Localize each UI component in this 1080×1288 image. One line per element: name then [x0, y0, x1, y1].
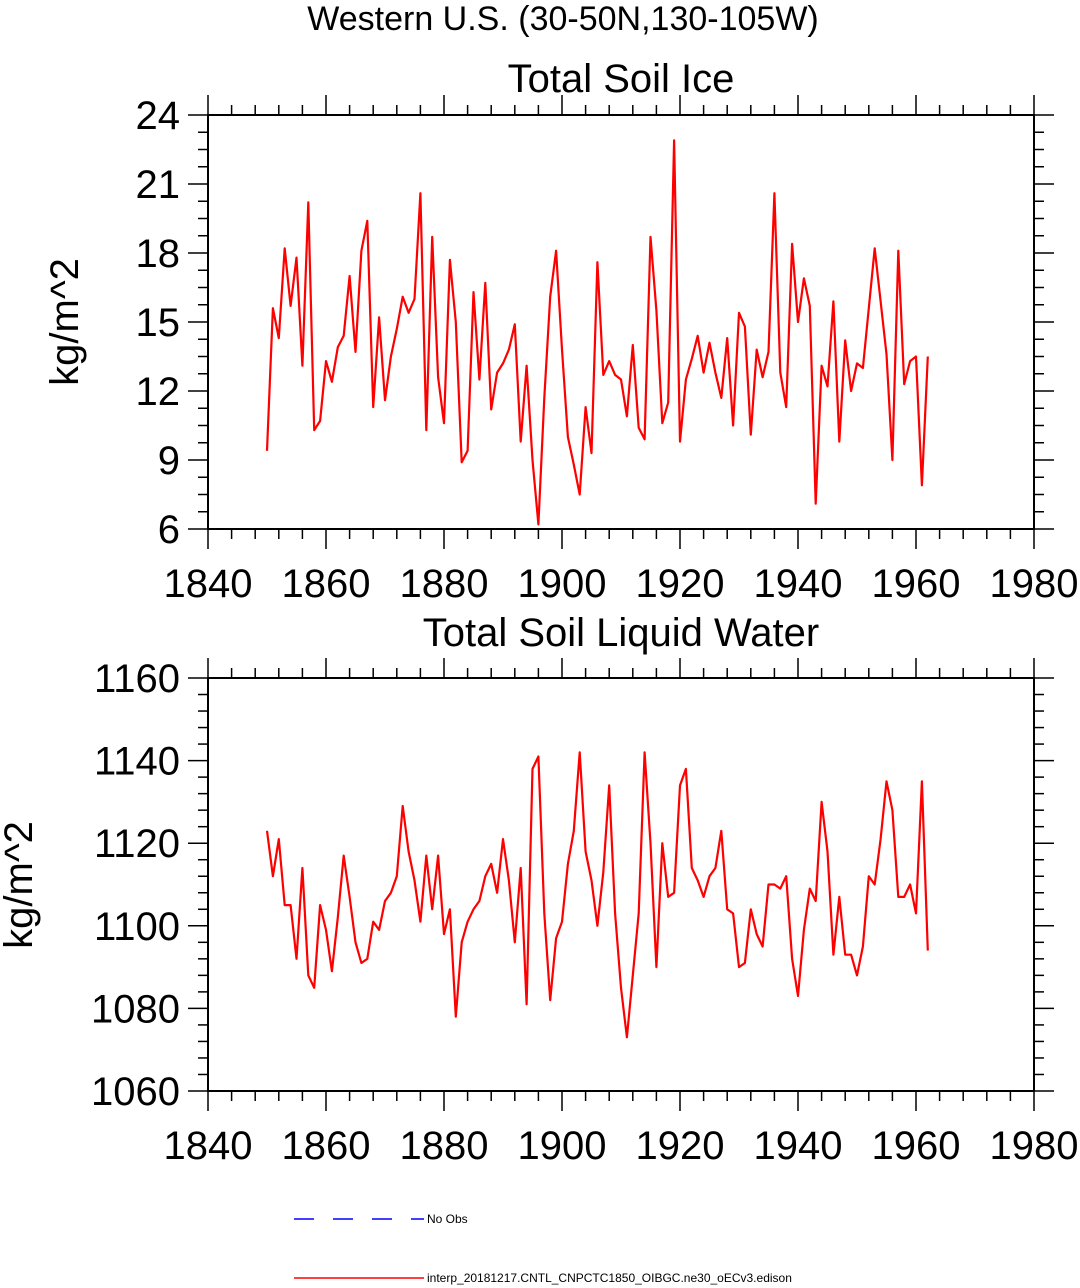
y-tick-label: 15 [136, 301, 181, 345]
y-tick-label: 24 [136, 94, 181, 138]
x-tick-label: 1920 [636, 562, 725, 606]
x-tick-label: 1960 [872, 562, 961, 606]
series-layer [265, 751, 929, 1039]
x-tick-label: 1880 [400, 1124, 489, 1168]
y-tick-label: 1060 [91, 1070, 180, 1114]
plot-frame [207, 114, 1035, 530]
y-tick-label: 21 [136, 163, 181, 207]
x-tick-label: 1860 [282, 1124, 371, 1168]
x-tick-label: 1940 [754, 1124, 843, 1168]
series-line [265, 139, 929, 526]
panel-total-soil-liquid-water: Total Soil Liquid Water kg/m^2 1840 1860 1… [0, 611, 1078, 1168]
y-tick-label: 9 [158, 439, 180, 483]
figure-title: Western U.S. (30-50N,130-105W) [307, 0, 818, 38]
y-tick-label: 18 [136, 232, 181, 276]
y-axis-label: kg/m^2 [43, 258, 87, 386]
legend-label-no-obs: No Obs [427, 1212, 468, 1226]
tick-layer: 1840 1860 1880 1900 1920 1940 1960 1980 1060 1080… [91, 657, 1078, 1168]
y-tick-label: 1160 [94, 657, 180, 701]
x-tick-label: 1900 [518, 1124, 607, 1168]
y-tick-label: 1100 [94, 905, 180, 949]
x-tick-label: 1900 [518, 562, 607, 606]
y-axis-label: kg/m^2 [0, 821, 41, 949]
tick-layer: 1840 1860 1880 1900 1920 1940 1960 1980 6 9 12 15 18… [136, 94, 1079, 606]
x-tick-label: 1960 [872, 1124, 961, 1168]
panel-title: Total Soil Liquid Water [423, 611, 819, 655]
x-tick-label: 1840 [164, 1124, 253, 1168]
x-tick-label: 1860 [282, 562, 371, 606]
y-tick-label: 6 [158, 508, 180, 552]
series-line [265, 751, 929, 1039]
x-tick-label: 1940 [754, 562, 843, 606]
x-tick-label: 1980 [990, 562, 1079, 606]
y-tick-label: 1140 [94, 740, 180, 784]
plot-frame [207, 677, 1035, 1092]
y-tick-label: 12 [136, 370, 181, 414]
panel-title: Total Soil Ice [508, 57, 735, 101]
x-tick-label: 1980 [990, 1124, 1079, 1168]
legend: No Obs interp_20181217.CNTL_CNPCTC1850_O… [294, 1212, 792, 1285]
series-layer [265, 139, 929, 526]
x-tick-label: 1880 [400, 562, 489, 606]
panel-total-soil-ice: Total Soil Ice kg/m^2 1840 1860 1880 1900 19… [43, 57, 1078, 606]
x-tick-label: 1920 [636, 1124, 725, 1168]
legend-label-model: interp_20181217.CNTL_CNPCTC1850_OIBGC.ne… [427, 1271, 792, 1285]
y-tick-label: 1120 [94, 822, 180, 866]
x-tick-label: 1840 [164, 562, 253, 606]
y-tick-label: 1080 [91, 987, 180, 1031]
